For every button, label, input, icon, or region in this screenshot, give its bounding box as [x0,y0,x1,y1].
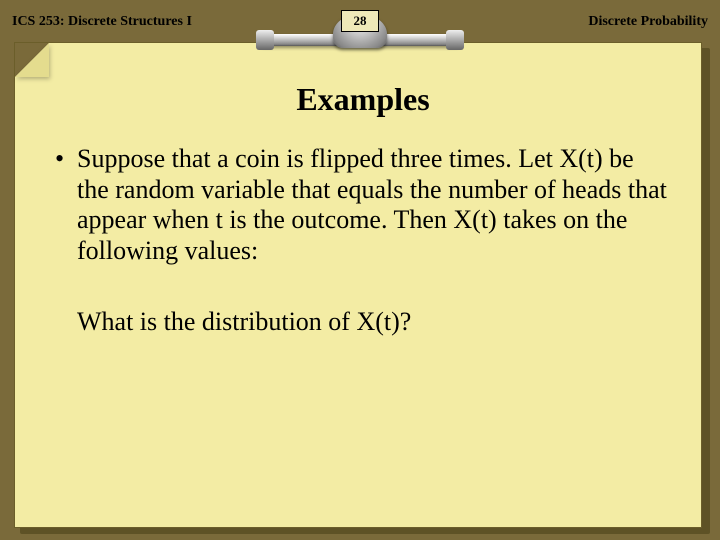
bullet-text: Suppose that a coin is flipped three tim… [77,144,671,267]
bullet-marker: • [55,144,77,175]
slide-title: Examples [55,81,671,118]
paper: Examples • Suppose that a coin is flippe… [14,42,702,528]
header-left: ICS 253: Discrete Structures I [12,14,192,30]
bullet-item: • Suppose that a coin is flipped three t… [55,144,671,267]
slide: ICS 253: Discrete Structures I Discrete … [0,0,720,540]
page-number: 28 [341,10,379,32]
body-content: • Suppose that a coin is flipped three t… [55,144,671,337]
followup-text: What is the distribution of X(t)? [77,307,671,338]
dog-ear-fold-icon [15,43,49,77]
clipboard-clip: 28 [260,4,460,64]
header-right: Discrete Probability [588,14,708,30]
